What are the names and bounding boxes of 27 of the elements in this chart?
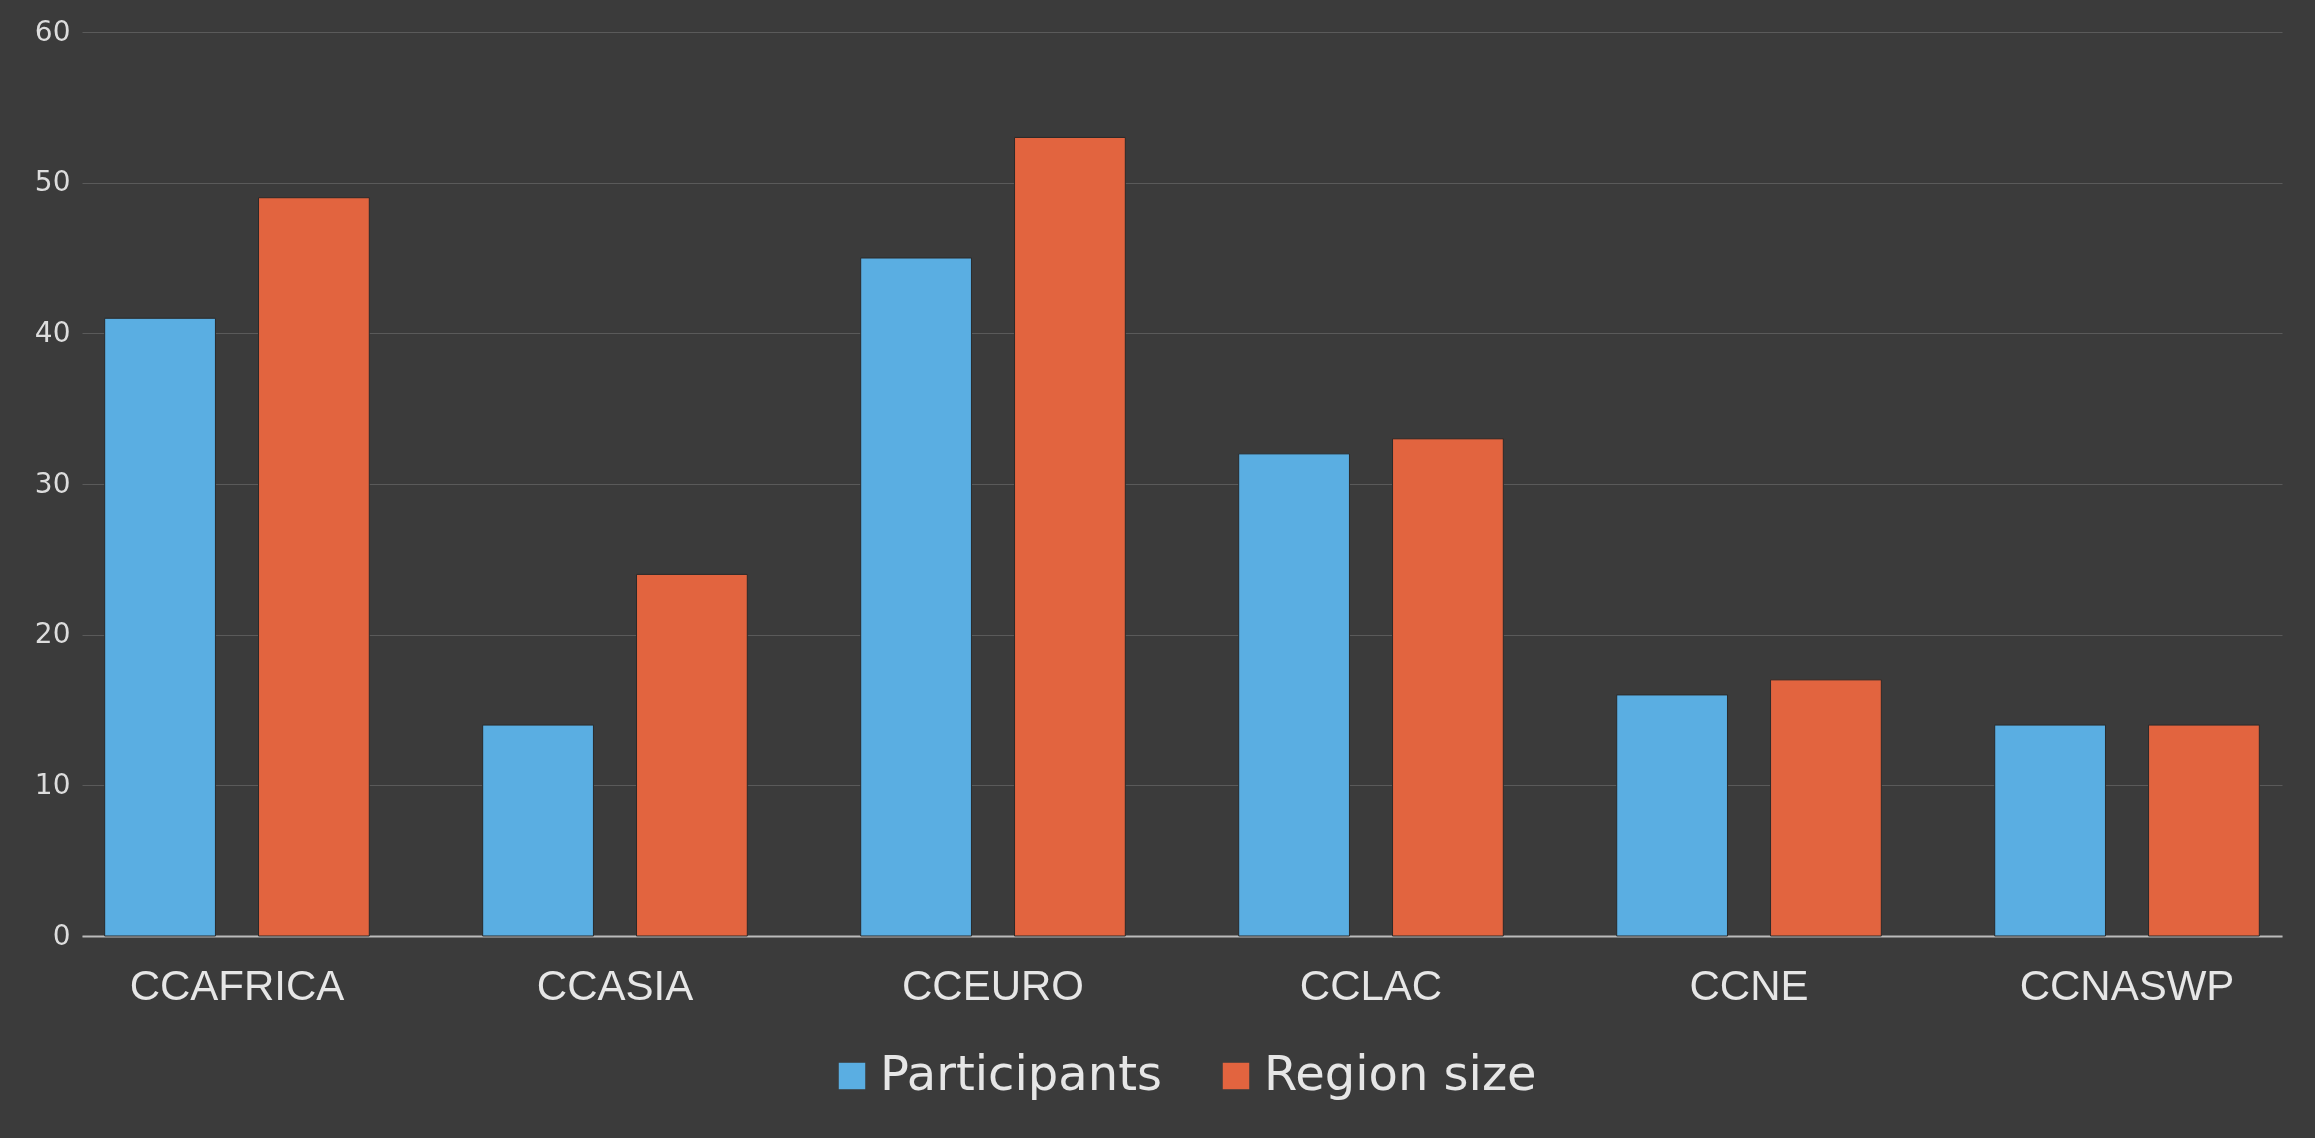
bar [1238, 453, 1350, 937]
bar [1616, 694, 1728, 937]
bar [258, 197, 370, 937]
bar [1770, 679, 1882, 937]
y-tick-label: 20 [34, 617, 71, 651]
bar [860, 257, 972, 937]
bar [104, 317, 216, 937]
legend-label: Participants [880, 1045, 1162, 1101]
bar [1994, 724, 2106, 937]
bar [1014, 136, 1126, 937]
x-tick-label: CCAFRICA [129, 961, 345, 1009]
y-tick-label: 30 [34, 466, 71, 500]
x-tick-label: CCEURO [901, 961, 1084, 1009]
bar [636, 573, 748, 937]
legend-label: Region size [1264, 1045, 1537, 1101]
bar [482, 724, 594, 937]
x-tick-label: CCNE [1689, 961, 1809, 1009]
y-tick-label: 0 [52, 918, 71, 952]
bar [2148, 724, 2260, 937]
y-tick-label: 40 [34, 315, 71, 349]
bar [1392, 438, 1504, 937]
y-tick-label: 50 [34, 165, 71, 199]
x-tick-label: CCNASWP [2019, 961, 2235, 1009]
x-tick-label: CCLAC [1299, 961, 1443, 1009]
x-tick-label: CCASIA [536, 961, 694, 1009]
y-tick-label: 60 [34, 14, 71, 48]
y-tick-label: 10 [34, 767, 71, 801]
